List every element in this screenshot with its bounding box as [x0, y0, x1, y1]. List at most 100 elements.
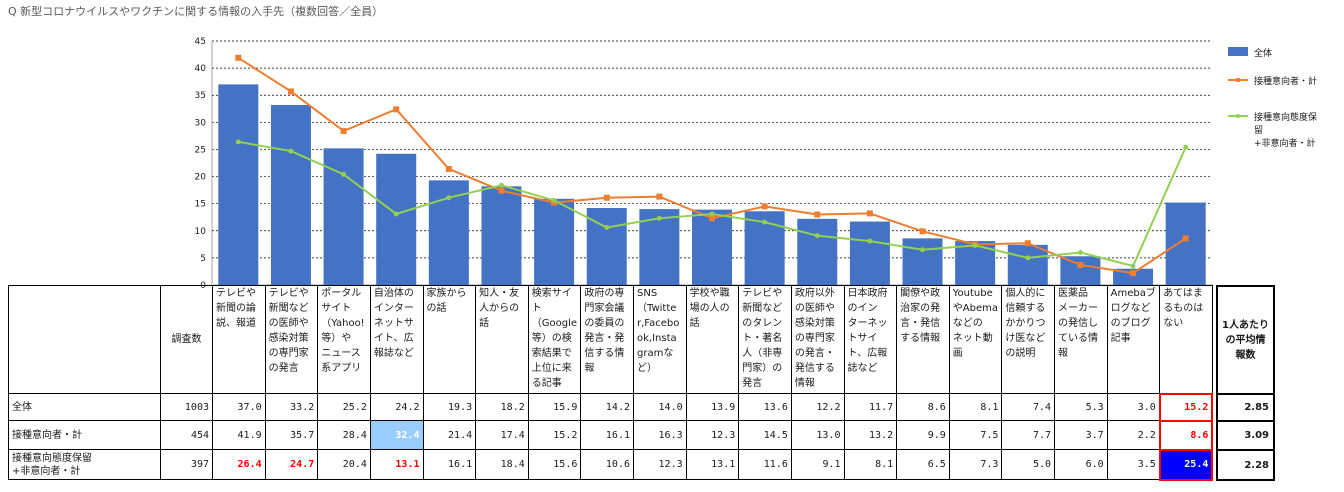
question-title: Q 新型コロナウイルスやワクチンに関する情報の入手先（複数回答／全員）	[8, 5, 384, 18]
table-cell: 37.0	[212, 393, 266, 421]
legend-label-hold-3: +非意向者・計	[1254, 137, 1316, 149]
table-cell: 16.1	[580, 420, 634, 450]
line-point	[1183, 144, 1189, 150]
column-header: Amebaブ ログなど のブログ 記事	[1106, 285, 1161, 394]
column-header: 個人的に 信頼する かかりつ け医など の説明	[1001, 285, 1055, 394]
table-cell: 11.7	[843, 393, 898, 421]
bar	[902, 238, 943, 285]
line-point	[762, 219, 768, 225]
legend-label-intend: 接種意向者・計	[1254, 75, 1317, 87]
y-tick-label: 10	[195, 227, 207, 237]
column-header: テレビや 新聞など のタレン ト・著名 人（非専 門家）の 発言	[738, 285, 792, 394]
line-point	[709, 211, 715, 217]
line-point	[972, 242, 978, 248]
y-tick-label: 20	[195, 173, 207, 183]
bar	[534, 198, 575, 285]
table-cell: 26.4	[212, 449, 266, 480]
data-table: 調査数 テレビや 新聞の論 説、報道 テレビや 新聞など の医師や 感染対策 の専…	[8, 285, 1214, 481]
average-table: 1人あたり の平均情 報数 2.85 3.09 2.28	[1216, 285, 1275, 481]
line-point	[288, 148, 294, 154]
line-point	[866, 210, 873, 217]
line-point	[340, 128, 347, 135]
table-cell: 7.7	[1001, 420, 1055, 450]
line-point	[235, 139, 241, 145]
y-tick-label: 5	[200, 254, 206, 264]
bar	[218, 84, 259, 285]
table-cell: 7.5	[948, 420, 1003, 450]
line-point	[867, 238, 873, 244]
column-header: 自治体の インター ネットサ イト、広 報誌など	[369, 285, 424, 394]
row-label: 接種意向態度保留 +非意向者・計	[8, 449, 161, 480]
bar	[1165, 202, 1206, 285]
table-cell: 33.2	[264, 393, 319, 421]
table-cell: 16.3	[633, 420, 687, 450]
table-cell: 28.4	[317, 420, 371, 450]
table-cell: 15.2	[527, 420, 582, 450]
bar	[797, 218, 838, 285]
bar	[692, 209, 732, 285]
table-header-row: 調査数 テレビや 新聞の論 説、報道 テレビや 新聞など の医師や 感染対策 の専…	[8, 285, 1213, 394]
bar	[481, 186, 522, 285]
table-cell: 6.0	[1054, 449, 1108, 480]
line-point	[498, 187, 505, 194]
column-header: テレビや 新聞など の医師や 感染対策 の専門家 の発言	[264, 285, 319, 394]
count-header: 調査数	[160, 285, 213, 394]
table-cell: 18.2	[475, 393, 529, 421]
legend-label-hold-1: 接種意向態度保	[1254, 111, 1317, 123]
y-tick-label: 25	[195, 145, 206, 155]
table-cell: 12.3	[685, 420, 740, 450]
table-cell: 3.5	[1106, 449, 1161, 480]
legend: 全体 接種意向者・計 接種意向態度保 留 +非意向者・計	[1228, 47, 1317, 149]
bar	[270, 104, 311, 285]
line-point	[498, 182, 504, 188]
column-header: 知人・友 人からの 話	[475, 285, 529, 394]
column-header: 家族から の話	[422, 285, 477, 394]
line-point	[1025, 255, 1031, 261]
average-header: 1人あたり の平均情 報数	[1216, 285, 1275, 395]
table-cell: 17.4	[475, 420, 529, 450]
table-cell: 14.2	[580, 393, 634, 421]
average-value: 2.28	[1216, 449, 1275, 481]
row-count: 454	[160, 420, 213, 450]
table-cell: 13.2	[843, 420, 898, 450]
row-label: 全体	[8, 393, 161, 421]
column-header: Youtube やAbema などの ネット動 画	[948, 285, 1003, 394]
bar	[323, 148, 364, 285]
table-cell: 16.1	[422, 449, 477, 480]
bar-series-total	[218, 84, 1206, 285]
column-header: 日本政府 のイン ターネッ トサイ ト、広報 誌など	[843, 285, 898, 394]
line-series	[235, 54, 1189, 277]
line-point	[920, 247, 926, 253]
y-tick-label: 40	[195, 64, 207, 74]
table-cell: 7.3	[948, 449, 1003, 480]
line-point	[919, 228, 926, 235]
average-row: 2.28	[1216, 449, 1275, 481]
column-header: テレビや 新聞の論 説、報道	[212, 285, 266, 394]
line-point	[551, 197, 557, 203]
table-cell: 21.4	[422, 420, 477, 450]
line-point	[235, 54, 242, 61]
bar	[376, 153, 417, 285]
column-header: 政府の専 門家会議 の委員の 発言・発 信する情 報	[580, 285, 634, 394]
table-cell: 11.6	[738, 449, 792, 480]
table-cell: 15.6	[527, 449, 582, 480]
legend-label-total: 全体	[1254, 47, 1272, 59]
line-point	[1077, 261, 1084, 268]
table-cell: 5.0	[1001, 449, 1055, 480]
line-point	[761, 203, 768, 210]
line-point	[603, 194, 610, 201]
line-point	[1024, 240, 1031, 247]
column-header: 検索サイ ト （Google 等）の検 索結果で 上位に来 る記事	[527, 285, 582, 394]
line-point	[814, 233, 820, 239]
column-header: ポータル サイト （Yahoo! 等）や ニュース 系アプリ	[317, 285, 371, 394]
line-point	[604, 225, 610, 231]
column-header: SNS （Twitte r,Facebo ok,Insta gramな ど）	[633, 285, 687, 394]
table-row: 全体 1003 37.0 33.2 25.2 24.2 19.3 18.2 15.9 14.2 14…	[8, 392, 1214, 422]
y-tick-label: 45	[195, 37, 206, 47]
table-corner-cell	[8, 285, 161, 394]
line-point	[1077, 249, 1083, 255]
table-cell: 20.4	[317, 449, 371, 480]
table-cell: 13.6	[738, 393, 792, 421]
table-cell: 5.3	[1054, 393, 1108, 421]
